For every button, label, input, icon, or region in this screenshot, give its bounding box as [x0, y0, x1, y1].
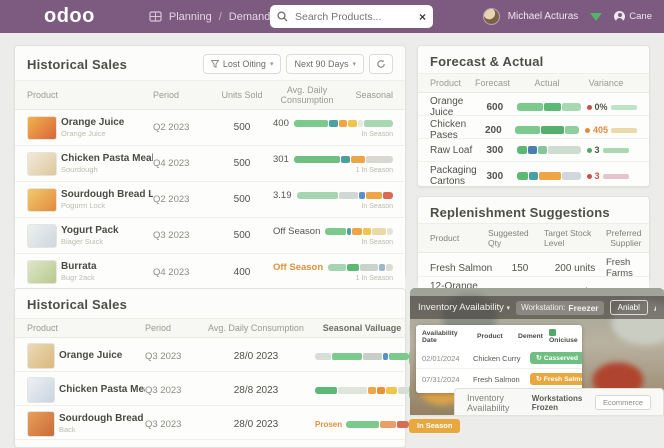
forecast-actual-panel: Forecast & Actual Product Forecast Actua…	[417, 45, 650, 187]
table-row[interactable]: Chicken Pasta Meal Q3 2023 28/8 2023 In …	[15, 372, 461, 406]
actual-bar	[514, 126, 579, 134]
search-input[interactable]	[293, 9, 414, 24]
product-image	[27, 377, 55, 403]
inventory-title[interactable]: Inventory Availability ▾	[418, 302, 511, 313]
variance-bar	[610, 104, 637, 110]
variance-bar	[602, 147, 629, 153]
product-image	[27, 343, 55, 369]
top-navbar: odoo Planning / Demand Forecast × Michae…	[0, 0, 664, 33]
table-row[interactable]: Chicken Pases 200 405	[418, 116, 649, 141]
workstation-chip: Workstation: Freezer	[516, 300, 604, 315]
refresh-icon: ↻	[536, 376, 542, 383]
date-range-button[interactable]: Next 90 Days ▾	[286, 54, 364, 74]
table-row[interactable]: Packaging Cartons 300 3	[418, 162, 649, 187]
product-image	[27, 115, 57, 140]
variance-bar	[611, 127, 637, 133]
clear-search-icon[interactable]: ×	[418, 9, 426, 24]
panel-title: Replenishment Suggestions	[430, 205, 610, 220]
refresh-icon: ↻	[536, 355, 542, 362]
breadcrumb-separator: /	[218, 10, 222, 23]
inventory-availability-panel: Inventory Availability ▾ Workstation: Fre…	[410, 288, 664, 415]
replenishment-panel: Replenishment Suggestions Product Sugges…	[417, 196, 664, 303]
table-row[interactable]: Raw Loaf 300 3	[418, 139, 649, 162]
user-name[interactable]: Michael Acturas	[507, 11, 579, 22]
product-image	[27, 260, 57, 284]
consumption-bar	[293, 155, 393, 163]
table-row[interactable]: 07/31/2024 Fresh Salmon ↻Fresh Salmon	[416, 369, 582, 389]
green-triangle-icon[interactable]	[590, 12, 603, 21]
strip-subtitle: Workstations Frozen	[531, 393, 583, 412]
actual-bar	[516, 172, 581, 180]
consumption-bar	[296, 191, 394, 199]
variance-dot	[586, 173, 592, 179]
apps-grid-icon[interactable]	[149, 11, 162, 22]
table-row[interactable]: Yogurt Pack Biager Suick Q3 2023 500 Off…	[15, 218, 405, 254]
panel-title: Historical Sales	[27, 297, 128, 312]
table-row[interactable]: Sourdough Bread Loaf Pogurm Lock Q2 2023…	[15, 182, 405, 218]
strip-title[interactable]: Inventory Availability	[467, 392, 510, 413]
inventory-action-button[interactable]: Aniabl	[609, 300, 648, 315]
table-row[interactable]: Chicken Pasta Meal Sourdough Q4 2023 500…	[15, 146, 405, 182]
status-pill-button[interactable]: ↻ Casserved	[530, 352, 582, 364]
inventory-toolbar: Inventory Availability ▾ Workstation: Fre…	[410, 296, 664, 319]
product-image	[27, 151, 57, 176]
green-check-icon	[549, 329, 556, 336]
chevron-down-icon: ▾	[352, 61, 356, 68]
overlay-label: Abanicoa em	[654, 303, 656, 313]
person-icon	[614, 11, 626, 22]
consumption-bar	[328, 264, 393, 271]
avatar[interactable]	[482, 8, 500, 25]
seasonal-bar	[346, 420, 409, 428]
table-row[interactable]: Sourdough Bread Back Q3 2023 28/0 2023 P…	[15, 406, 461, 440]
table-header: Product Forecast Actual Variance	[418, 73, 649, 93]
filter-button[interactable]: Lost Oiting ▾	[202, 54, 282, 74]
chevron-down-icon: ▾	[269, 61, 274, 68]
table-header: Product Period Units Sold Avg. Daily Con…	[15, 80, 405, 110]
filter-icon	[210, 60, 219, 68]
product-image	[27, 223, 57, 248]
panel-title: Historical Sales	[27, 56, 128, 72]
variance-bar	[602, 173, 629, 179]
consumption-bar	[325, 227, 393, 235]
variance-dot	[586, 147, 592, 153]
variance-dot	[586, 104, 592, 110]
refresh-icon	[377, 59, 385, 68]
seasonal-bar	[315, 386, 409, 394]
actual-bar	[516, 103, 581, 111]
status-badge: In Season	[409, 418, 461, 433]
table-row[interactable]: Orange Juice Q3 2023 28/0 2023 In Season	[15, 338, 461, 372]
user-menu: Michael Acturas Cane	[482, 0, 652, 33]
product-image	[27, 187, 57, 212]
consumption-bar	[293, 119, 393, 127]
ecommerce-button[interactable]: Ecommerce	[594, 395, 651, 410]
table-row[interactable]: Fresh Salmon 150 200 units Fresh Farms	[418, 253, 649, 279]
table-row[interactable]: Orange Juice Orange Juice Q2 2023 500 40…	[15, 110, 405, 146]
odoo-logo: odoo	[44, 5, 95, 27]
account-label: Cane	[629, 11, 652, 22]
actual-bar	[516, 146, 581, 154]
panel-title: Forecast & Actual	[430, 54, 544, 69]
table-header: Product Suggested Qty Target Stock Level…	[418, 223, 649, 253]
chevron-down-icon: ▾	[506, 305, 511, 312]
table-header: Availability Date Product Dement Onicius…	[422, 329, 578, 344]
table-row[interactable]: 02/01/2024 Chicken Curry ↻ Casserved	[416, 348, 582, 369]
search-icon	[277, 11, 288, 22]
historical-sales-panel-2: Historical Sales Product Period Avg. Dai…	[14, 288, 461, 448]
historical-sales-panel: Historical Sales Lost Oiting ▾ Next 90 D…	[14, 45, 406, 290]
availability-card: Availability Date Product Dement Onicius…	[416, 325, 582, 393]
variance-dot	[584, 127, 590, 133]
table-row[interactable]: Orange Juice 600 0%	[418, 93, 649, 118]
refresh-button[interactable]	[369, 54, 393, 74]
table-header: Product Period Avg. Daily Consumption Se…	[15, 318, 435, 338]
status-pill-button[interactable]: ↻Fresh Salmon	[530, 373, 582, 385]
breadcrumb-section[interactable]: Planning	[168, 10, 212, 23]
inventory-window-strip: Inventory Availability Workstations Froz…	[454, 388, 664, 415]
search-box[interactable]: ×	[270, 5, 433, 28]
seasonal-bar	[315, 352, 409, 360]
table-row[interactable]: Burrata Bugr 2ack Q4 2023 400 Off Season…	[15, 254, 405, 290]
account-menu[interactable]: Cane	[614, 11, 652, 22]
